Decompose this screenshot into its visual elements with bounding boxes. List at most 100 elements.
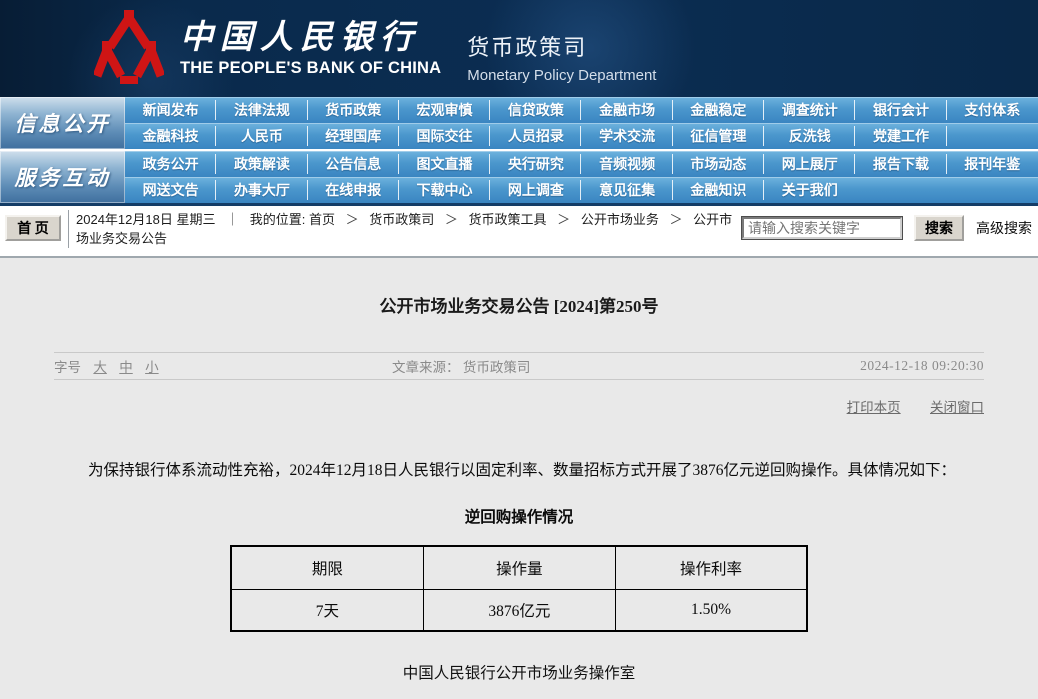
department-identity: 货币政策司 Monetary Policy Department (467, 14, 656, 84)
nav-item[interactable]: 意见征集 (581, 177, 674, 203)
nav-items: 政务公开 政策解读 公告信息 图文直播 央行研究 音频视频 市场动态 网上展厅 … (125, 151, 1038, 203)
nav-item[interactable]: 人员招录 (490, 123, 582, 149)
table-caption: 逆回购操作情况 (464, 509, 574, 527)
nav-item[interactable]: 金融科技 (125, 123, 217, 149)
nav-item[interactable]: 金融知识 (672, 177, 765, 203)
nav-item[interactable]: 人民币 (216, 123, 308, 149)
nav-item[interactable]: 公告信息 (307, 151, 400, 177)
pipe-separator: ｜ (226, 212, 240, 227)
nav-item[interactable]: 网上展厅 (764, 151, 856, 177)
cell-tenor: 7天 (230, 588, 424, 632)
nav-item[interactable]: 央行研究 (490, 151, 582, 177)
search-input[interactable] (741, 216, 903, 240)
toolbar-divider (68, 210, 69, 248)
article-source: 文章来源： 货币政策司 (392, 356, 530, 376)
breadcrumb-tools[interactable]: 货币政策工具 (468, 212, 547, 227)
page-title: 公开市场业务交易公告 [2024]第250号 (379, 297, 659, 316)
font-size-large[interactable]: 大 (93, 360, 107, 375)
nav-item[interactable]: 反洗钱 (764, 123, 856, 149)
main-navigation: 信息公开 新闻发布 法律法规 货币政策 宏观审慎 信贷政策 金融市场 金融稳定 … (0, 97, 1038, 206)
nav-item[interactable]: 银行会计 (855, 97, 947, 123)
col-header-volume: 操作量 (422, 545, 617, 590)
print-page-link[interactable]: 打印本页 (846, 400, 901, 415)
bank-identity: 中国人民银行 THE PEOPLE'S BANK OF CHINA (180, 19, 441, 77)
nav-item[interactable]: 征信管理 (672, 123, 765, 149)
source-value: 货币政策司 (462, 360, 531, 375)
toolbar-gap (0, 250, 1038, 256)
article-content: 公开市场业务交易公告 [2024]第250号 字号 大 中 小 文章来源： 货币… (0, 256, 1038, 695)
nav-item[interactable]: 国际交往 (398, 123, 491, 149)
chevron-separator: ＞ (345, 212, 359, 227)
advanced-search-link[interactable]: 高级搜索 (976, 220, 1032, 236)
breadcrumb-current: 公开市场业务交易公告 (76, 212, 733, 246)
breadcrumb-toolbar: 首 页 2024年12月18日 星期三 ｜ 我的位置: 首页 ＞ 货币政策司 ＞… (0, 206, 1038, 250)
bank-name-cn: 中国人民银行 (180, 17, 420, 57)
chevron-separator: ＞ (444, 212, 458, 227)
article-signature: 中国人民银行公开市场业务操作室 (402, 665, 636, 683)
nav-item[interactable]: 在线申报 (307, 177, 400, 203)
pboc-logo-icon (92, 9, 166, 88)
nav-item[interactable]: 经理国库 (307, 123, 400, 149)
article-actions: 打印本页 关闭窗口 (54, 396, 984, 416)
nav-item[interactable]: 党建工作 (855, 123, 947, 149)
col-header-tenor: 期限 (230, 545, 424, 590)
article-datetime: 2024-12-18 09:20:30 (860, 358, 984, 373)
home-button[interactable]: 首 页 (5, 215, 61, 241)
nav-item[interactable]: 网上调查 (490, 177, 582, 203)
source-label: 文章来源： (392, 360, 460, 375)
nav-group-label-service[interactable]: 服务互动 (0, 151, 125, 203)
current-date-text: 2024年12月18日 星期三 (76, 212, 216, 227)
location-label: 我的位置: (249, 212, 306, 227)
cell-volume: 3876亿元 (422, 588, 617, 632)
nav-item[interactable]: 下载中心 (398, 177, 491, 203)
close-window-link[interactable]: 关闭窗口 (930, 400, 984, 415)
search-area: 搜索 高级搜索 (741, 214, 1032, 242)
font-size-medium[interactable]: 中 (119, 360, 133, 375)
nav-item[interactable]: 网送文告 (125, 177, 217, 203)
nav-item[interactable]: 关于我们 (764, 177, 856, 203)
nav-item[interactable]: 图文直播 (398, 151, 491, 177)
nav-item[interactable]: 音频视频 (581, 151, 674, 177)
nav-group-info-disclosure: 信息公开 新闻发布 法律法规 货币政策 宏观审慎 信贷政策 金融市场 金融稳定 … (0, 97, 1038, 149)
breadcrumb-home[interactable]: 首页 (308, 212, 335, 227)
site-header: 中国人民银行 THE PEOPLE'S BANK OF CHINA 货币政策司 … (0, 0, 1038, 97)
article-meta-bar: 字号 大 中 小 文章来源： 货币政策司 2024-12-18 09:20:30 (54, 352, 984, 380)
font-size-small[interactable]: 小 (145, 360, 159, 375)
breadcrumb: 2024年12月18日 星期三 ｜ 我的位置: 首页 ＞ 货币政策司 ＞ 货币政… (76, 209, 740, 250)
chevron-separator: ＞ (557, 212, 571, 227)
department-name-en: Monetary Policy Department (467, 66, 657, 84)
font-size-controls: 字号 大 中 小 (54, 356, 168, 376)
bank-name-en: THE PEOPLE'S BANK OF CHINA (180, 58, 442, 77)
repo-operation-table: 期限 操作量 操作利率 7天 3876亿元 1.50% (230, 545, 808, 633)
breadcrumb-dept[interactable]: 货币政策司 (369, 212, 435, 227)
breadcrumb-omo[interactable]: 公开市场业务 (580, 212, 659, 227)
nav-item[interactable]: 政策解读 (216, 151, 308, 177)
cell-rate: 1.50% (615, 588, 808, 632)
nav-group-service-interaction: 服务互动 政务公开 政策解读 公告信息 图文直播 央行研究 音频视频 市场动态 … (0, 151, 1038, 203)
article-paragraph: 为保持银行体系流动性充裕，2024年12月18日人民银行以固定利率、数量招标方式… (88, 462, 957, 479)
department-name-cn: 货币政策司 (467, 34, 588, 60)
nav-item[interactable]: 金融稳定 (672, 97, 765, 123)
nav-item[interactable]: 政务公开 (125, 151, 217, 177)
nav-item[interactable]: 货币政策 (307, 97, 400, 123)
nav-item[interactable]: 办事大厅 (216, 177, 308, 203)
nav-item[interactable]: 调查统计 (764, 97, 856, 123)
nav-item[interactable]: 金融市场 (581, 97, 674, 123)
nav-item[interactable]: 学术交流 (581, 123, 674, 149)
nav-item[interactable]: 宏观审慎 (398, 97, 491, 123)
nav-item[interactable]: 报刊年鉴 (946, 151, 1038, 177)
nav-group-label-info[interactable]: 信息公开 (0, 97, 125, 149)
search-button[interactable]: 搜索 (914, 215, 964, 241)
nav-item[interactable]: 新闻发布 (125, 97, 217, 123)
table-row: 7天 3876亿元 1.50% (230, 588, 808, 632)
nav-item[interactable]: 支付体系 (946, 97, 1038, 123)
nav-items: 新闻发布 法律法规 货币政策 宏观审慎 信贷政策 金融市场 金融稳定 调查统计 … (125, 97, 1038, 149)
nav-item[interactable]: 市场动态 (672, 151, 765, 177)
font-size-label: 字号 (54, 360, 81, 375)
nav-item[interactable]: 信贷政策 (490, 97, 582, 123)
col-header-rate: 操作利率 (615, 545, 808, 590)
nav-item-empty (855, 177, 947, 203)
table-header-row: 期限 操作量 操作利率 (230, 545, 808, 590)
nav-item[interactable]: 报告下载 (855, 151, 947, 177)
nav-item[interactable]: 法律法规 (216, 97, 308, 123)
